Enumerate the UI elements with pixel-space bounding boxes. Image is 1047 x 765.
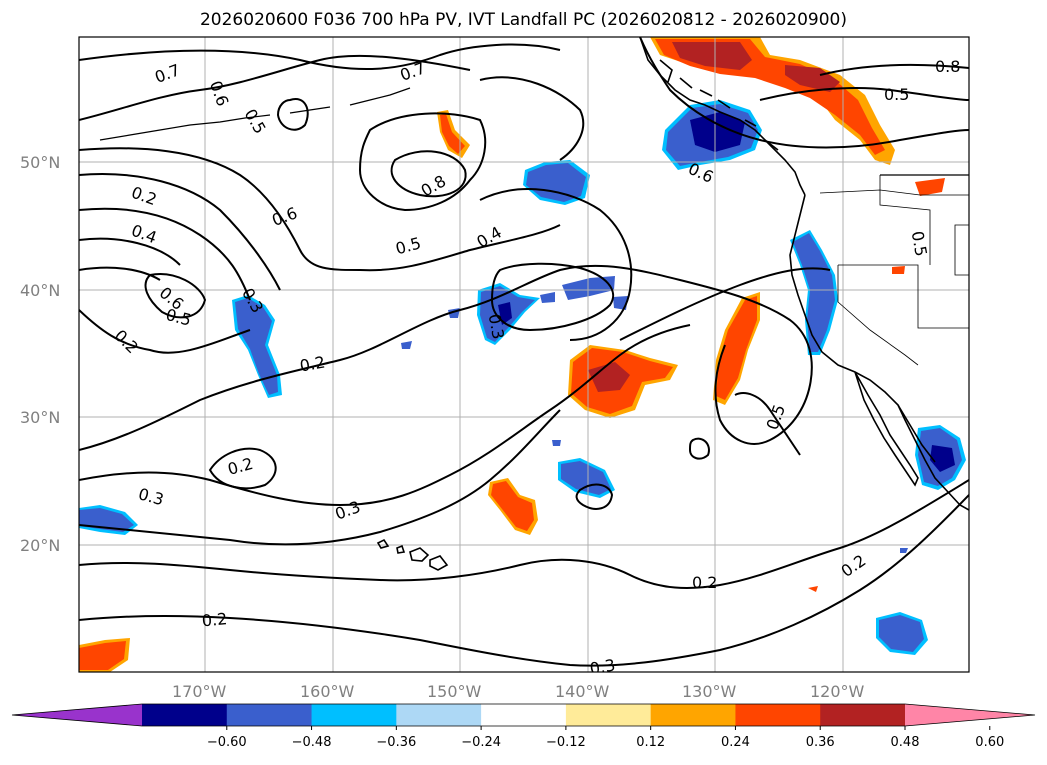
lat-label: 40°N bbox=[20, 281, 60, 300]
colorbar-bin bbox=[650, 704, 736, 726]
positive-anomaly bbox=[892, 266, 905, 274]
positive-anomaly bbox=[588, 362, 630, 392]
map-frame bbox=[78, 36, 970, 673]
longitude-labels: 170°W 160°W 150°W 140°W 130°W 120°W bbox=[172, 682, 865, 701]
colorbar-bin bbox=[565, 704, 652, 726]
positive-anomaly bbox=[440, 114, 465, 154]
colorbar-tick-label: −0.60 bbox=[207, 735, 247, 750]
contour-label: 0.2 bbox=[298, 352, 326, 375]
negative-anomaly bbox=[401, 341, 412, 349]
positive-anomaly bbox=[785, 65, 840, 92]
positive-anomaly bbox=[915, 178, 945, 196]
pv-contours bbox=[79, 37, 969, 667]
colorbar-tick-label: −0.24 bbox=[461, 735, 501, 750]
graticule bbox=[79, 37, 969, 672]
colorbar-bin bbox=[481, 704, 567, 726]
negative-anomaly bbox=[793, 233, 835, 352]
positive-anomaly bbox=[672, 42, 752, 70]
lat-label: 50°N bbox=[20, 153, 60, 172]
positive-anomaly bbox=[491, 481, 534, 531]
lon-label: 130°W bbox=[682, 682, 737, 701]
colorbar-tick-label: −0.36 bbox=[376, 735, 416, 750]
colorbar-extend-low bbox=[12, 704, 142, 726]
colorbar-tick-label: 0.60 bbox=[975, 735, 1004, 750]
colorbar-bin bbox=[142, 704, 228, 726]
negative-anomaly bbox=[526, 163, 586, 202]
negative-anomaly bbox=[690, 112, 745, 152]
positive-anomaly bbox=[716, 296, 757, 400]
contour-label: 0.2 bbox=[201, 609, 228, 630]
contour-label: 0.5 bbox=[884, 85, 909, 104]
colorbar-tick-label: 0.12 bbox=[636, 735, 665, 750]
colorbar-bin bbox=[396, 704, 482, 726]
colorbar-bin bbox=[226, 704, 313, 726]
negative-anomaly bbox=[879, 615, 924, 652]
colorbar-bin bbox=[735, 704, 821, 726]
lon-label: 170°W bbox=[172, 682, 227, 701]
lon-label: 140°W bbox=[555, 682, 610, 701]
negative-anomaly bbox=[552, 440, 561, 446]
colorbar-tick-label: 0.48 bbox=[891, 735, 920, 750]
contour-label: 0.3 bbox=[588, 655, 616, 678]
colorbar-tick-label: −0.12 bbox=[546, 735, 586, 750]
map-title: 2026020600 F036 700 hPa PV, IVT Landfall… bbox=[199, 10, 847, 30]
colorbar-bin bbox=[311, 704, 397, 726]
lat-label: 30°N bbox=[20, 408, 60, 427]
negative-anomaly bbox=[540, 292, 555, 303]
contour-label: 0.5 bbox=[908, 230, 931, 258]
negative-anomaly bbox=[235, 298, 278, 395]
colorbar: −0.60 −0.48 −0.36 −0.24 −0.12 0.12 0.24 0.36 0.4… bbox=[11, 703, 1036, 750]
lat-label: 20°N bbox=[20, 536, 60, 555]
colorbar-tick-label: −0.48 bbox=[292, 735, 332, 750]
negative-anomaly bbox=[561, 461, 611, 495]
lon-label: 150°W bbox=[427, 682, 482, 701]
lon-label: 120°W bbox=[810, 682, 865, 701]
positive-anomaly bbox=[79, 641, 126, 670]
positive-anomaly bbox=[655, 39, 885, 155]
contour-label: 0.8 bbox=[935, 57, 960, 76]
shaded-anomalies bbox=[79, 37, 966, 672]
colorbar-tick-label: 0.36 bbox=[806, 735, 835, 750]
contour-label: 0.2 bbox=[692, 573, 717, 592]
colorbar-outline bbox=[11, 703, 1036, 727]
colorbar-bin bbox=[820, 704, 906, 726]
negative-anomaly bbox=[930, 445, 955, 472]
latitude-labels: 50°N 40°N 30°N 20°N bbox=[20, 153, 60, 555]
map-background bbox=[79, 37, 969, 672]
contour-label: 0.3 bbox=[485, 312, 508, 340]
colorbar-tick-label: 0.24 bbox=[721, 735, 750, 750]
colorbar-extend-high bbox=[905, 704, 1035, 726]
lon-label: 160°W bbox=[300, 682, 355, 701]
positive-anomaly bbox=[808, 586, 818, 592]
negative-anomaly bbox=[900, 548, 908, 553]
